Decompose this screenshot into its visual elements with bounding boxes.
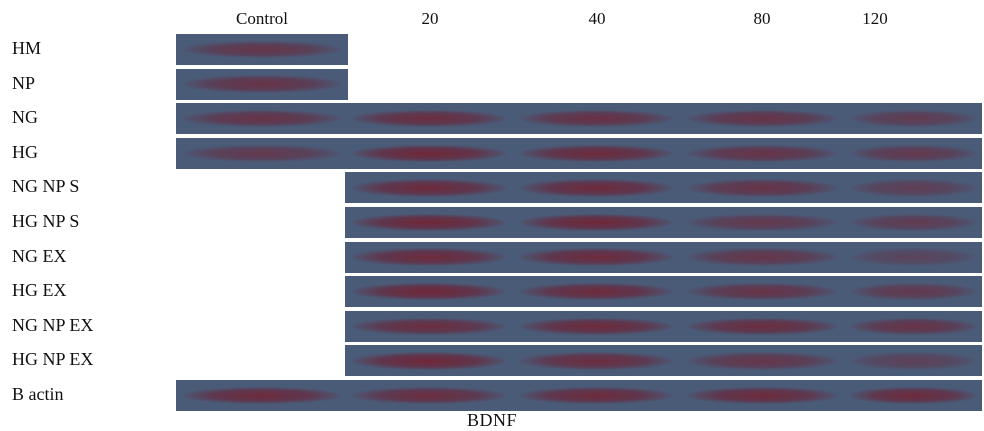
protein-band (686, 283, 839, 301)
protein-band (850, 317, 977, 335)
column-label-80: 80 (753, 9, 771, 28)
protein-band (519, 283, 674, 301)
protein-band (519, 317, 674, 335)
protein-band (850, 352, 977, 370)
protein-band (850, 110, 977, 128)
protein-band (351, 352, 507, 370)
protein-band (351, 248, 507, 266)
protein-band (351, 317, 507, 335)
protein-band (850, 248, 977, 266)
column-label-120: 120 (862, 9, 888, 28)
protein-band (850, 386, 977, 405)
row-label: HM (12, 38, 42, 58)
protein-band (519, 179, 674, 197)
blot-strip (176, 380, 982, 411)
protein-band (686, 110, 839, 128)
blot-strip (176, 34, 348, 65)
row-label: HG NP EX (12, 349, 94, 370)
protein-band (351, 144, 507, 162)
protein-band (686, 179, 839, 197)
protein-band (351, 283, 507, 301)
protein-band (686, 213, 839, 232)
blot-strip (345, 310, 982, 342)
column-label-40: 40 (588, 9, 606, 28)
row-label: B actin (12, 384, 64, 404)
protein-band (351, 213, 507, 232)
row-label: NP (12, 72, 36, 93)
protein-band (351, 386, 507, 405)
protein-band (519, 386, 674, 405)
blot-strip (176, 137, 982, 169)
protein-band (686, 144, 839, 162)
row-label: HG NP S (12, 211, 80, 231)
blot-strip (345, 172, 982, 204)
protein-band (686, 386, 839, 405)
row-label: HG (12, 141, 38, 162)
protein-band (686, 317, 839, 335)
row-label: NG NP EX (12, 314, 94, 335)
blot-strip (176, 103, 982, 135)
protein-band (182, 110, 342, 128)
blot-strip (345, 241, 982, 273)
protein-band (850, 144, 977, 162)
protein-band (351, 110, 507, 128)
protein-band (686, 248, 839, 266)
blot-strip (345, 345, 982, 377)
protein-band (351, 179, 507, 197)
protein-band (519, 144, 674, 162)
protein-band (182, 75, 342, 93)
column-label-20: 20 (421, 9, 439, 28)
row-label: NG EX (12, 245, 67, 266)
figure-caption: BDNF (466, 410, 517, 430)
protein-band (850, 179, 977, 197)
blot-strip (176, 68, 348, 100)
protein-band (519, 110, 674, 128)
row-label: NG (12, 107, 38, 128)
row-label: NG NP S (12, 176, 80, 197)
blot-strip (345, 207, 982, 238)
protein-band (182, 386, 342, 405)
protein-band (182, 40, 342, 59)
row-label: HG EX (12, 280, 67, 301)
protein-band (519, 352, 674, 370)
blot-strip (345, 276, 982, 308)
protein-band (686, 352, 839, 370)
column-label-control: Control (236, 9, 288, 28)
protein-band (850, 213, 977, 232)
protein-band (519, 213, 674, 232)
protein-band (850, 283, 977, 301)
protein-band (182, 144, 342, 162)
protein-band (519, 248, 674, 266)
